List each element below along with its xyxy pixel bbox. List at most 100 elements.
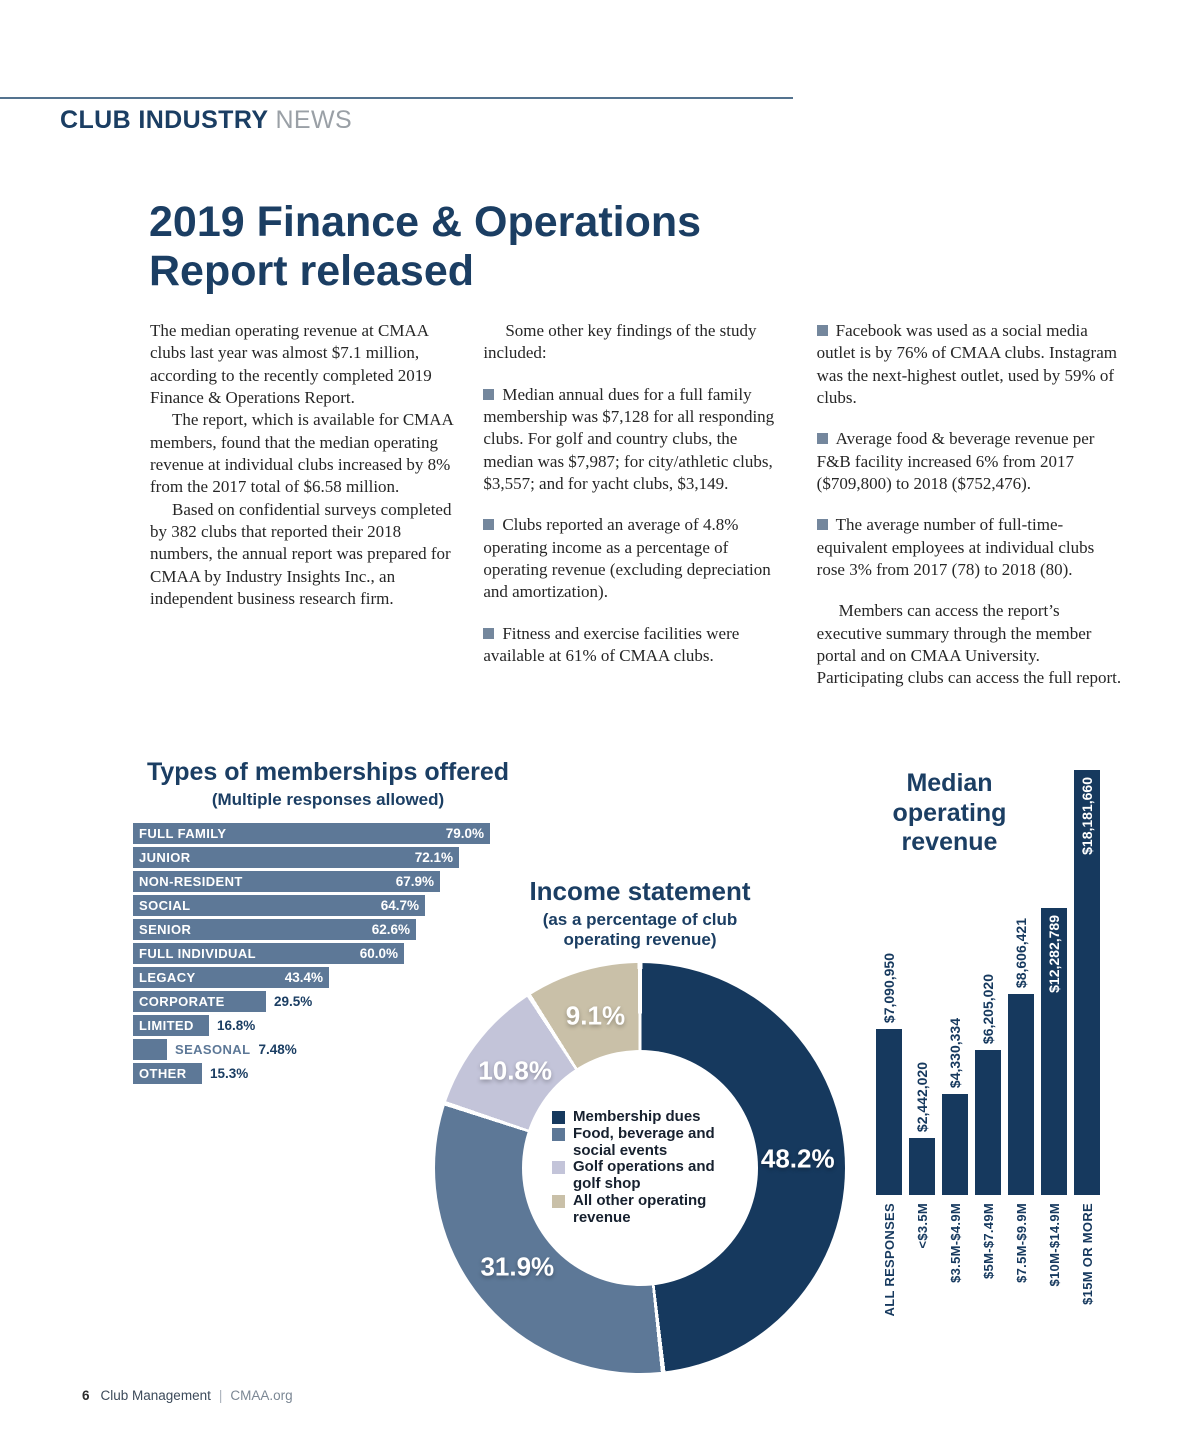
median-bar-column: $6,205,020 [975,974,1001,1195]
membership-bar-label: LEGACY [139,970,196,985]
membership-bar-row: LEGACY 43.4% [133,967,523,988]
membership-bar-value: 16.8% [217,1018,256,1033]
footer-separator: | [218,1388,223,1403]
section-title: CLUB INDUSTRY [60,106,269,134]
paragraph: The report, which is available for CMAA … [150,410,453,497]
income-legend: Membership dues Food, beverage and social… [552,1107,758,1227]
median-bar [909,1138,935,1195]
membership-bar-label: LIMITED [139,1018,194,1033]
median-category-label: <$3.5M [909,1203,935,1249]
median-category-label: $3.5M-$4.9M [942,1203,968,1283]
legend-swatch [552,1127,565,1141]
membership-bar-value: 72.1% [414,850,453,865]
membership-bar-row: NON-RESIDENT 67.9% [133,871,523,892]
legend-item: All other operating revenue [552,1191,758,1227]
membership-bar: NON-RESIDENT 67.9% [133,871,440,892]
median-revenue-chart: Median operating revenue $7,090,950 $2,44… [862,763,1112,1383]
membership-bar-value: 60.0% [359,946,398,961]
median-bar [1008,994,1034,1195]
membership-bar-value: 15.3% [210,1066,249,1081]
median-bar-column: $7,090,950 [876,953,902,1195]
legend-item: Golf operations and golf shop [552,1159,758,1193]
membership-chart-title: Types of memberships offered [146,758,510,786]
membership-bar: SOCIAL 64.7% [133,895,425,916]
membership-bar-label: SENIOR [139,922,192,937]
legend-swatch [552,1110,565,1124]
median-category-label: ALL RESPONSES [876,1203,902,1316]
legend-label: Membership dues [573,1107,701,1125]
legend-label: Food, beverage and social events [573,1124,715,1159]
membership-bar: SENIOR 62.6% [133,919,416,940]
membership-bar-value: 62.6% [371,922,410,937]
membership-bar-label: CORPORATE [139,994,225,1009]
membership-bar-value: 43.4% [284,970,323,985]
paragraph: Based on confidential surveys completed … [150,499,452,609]
membership-bar [133,1039,167,1060]
median-bar-value: $8,606,421 [1013,917,1029,988]
membership-bar-row: SOCIAL 64.7% [133,895,523,916]
income-chart-title: Income statement [529,876,751,906]
membership-bar-value: 7.48% [258,1042,297,1057]
membership-bar: FULL FAMILY 79.0% [133,823,490,844]
bullet-paragraph: Fitness and exercise facilities were ava… [483,623,740,666]
donut-slice-label: 9.1% [565,1000,626,1031]
median-chart-categories: ALL RESPONSES <$3.5M $3.5M-$4.9M $5M-$7.49M… [876,1203,1100,1316]
median-bar-column: $8,606,421 [1008,918,1034,1195]
paragraph: Members can access the report’s executiv… [816,601,1122,688]
membership-bar-row: OTHER 15.3% [133,1063,523,1084]
median-bar-column: $4,330,334 [942,1018,968,1195]
donut-slice-label: 10.8% [478,1055,553,1086]
median-category-text: ALL RESPONSES [881,1203,897,1317]
median-category-label: $15M OR MORE [1074,1203,1100,1305]
membership-bar-label: FULL INDIVIDUAL [139,946,256,961]
median-bar-value: $2,442,020 [914,1061,930,1132]
membership-chart: Types of memberships offered (Multiple r… [133,758,523,1087]
median-category-label: $5M-$7.49M [975,1203,1001,1279]
donut-slice-label: 48.2% [760,1143,835,1174]
membership-chart-subtitle: (Multiple responses allowed) [211,790,445,809]
membership-bar: FULL INDIVIDUAL 60.0% [133,943,404,964]
median-chart-columns: $7,090,950 $2,442,020 $4,330,334 $6,205,020… [876,763,1100,1195]
membership-bar-value: 79.0% [445,826,484,841]
article-column: Some other key findings of the study inc… [483,320,788,690]
membership-bar-label: NON-RESIDENT [139,874,243,889]
membership-chart-rows: FULL FAMILY 79.0% JUNIOR 72.1% NON-RESIDENT 6… [133,823,523,1084]
median-bar-value: $7,090,950 [881,952,897,1023]
median-category-text: $7.5M-$9.9M [1013,1203,1029,1283]
legend-item: Food, beverage and social events [552,1124,758,1160]
article-column: Facebook was used as a social media outl… [816,320,1122,690]
membership-bar-row: FULL FAMILY 79.0% [133,823,523,844]
paragraph: Some other key findings of the study inc… [483,321,757,363]
median-bar-value: $4,330,334 [947,1017,963,1088]
membership-bar-row: LIMITED 16.8% [133,1015,523,1036]
membership-bar-value: 29.5% [274,994,313,1009]
legend-label: All other operating revenue [573,1191,707,1226]
legend-swatch [552,1161,565,1175]
membership-bar-label: FULL FAMILY [139,826,227,841]
bullet-paragraph: Clubs reported an average of 4.8% operat… [483,515,771,602]
membership-bar-value: 67.9% [395,874,434,889]
median-category-text: $15M OR MORE [1079,1203,1095,1305]
membership-bar: JUNIOR 72.1% [133,847,459,868]
bullet-paragraph: The average number of full-time-equivale… [816,515,1095,580]
section-subtitle: NEWS [275,106,353,134]
membership-bar-row: CORPORATE 29.5% [133,991,523,1012]
median-category-label: $7.5M-$9.9M [1008,1203,1034,1283]
membership-bar: OTHER [133,1063,202,1084]
median-bar-column: $12,282,789 [1041,908,1067,1195]
membership-bar-label: OTHER [139,1066,187,1081]
page-number: 6 [82,1388,90,1403]
membership-bar-label: SOCIAL [139,898,191,913]
legend-item: Membership dues [552,1107,758,1126]
membership-bar: CORPORATE [133,991,266,1012]
site-name: CMAA.org [230,1388,293,1403]
paragraph: The median operating revenue at CMAA clu… [150,321,432,408]
membership-bar-row: JUNIOR 72.1% [133,847,523,868]
donut-slice-label: 31.9% [480,1251,555,1282]
magazine-name: Club Management [100,1388,211,1403]
median-category-text: $3.5M-$4.9M [947,1203,963,1283]
bullet-paragraph: Facebook was used as a social media outl… [816,321,1117,408]
median-bar-value: $12,282,789 [1046,915,1062,993]
bullet-paragraph: Average food & beverage revenue per F&B … [816,429,1095,494]
median-bar [942,1094,968,1195]
